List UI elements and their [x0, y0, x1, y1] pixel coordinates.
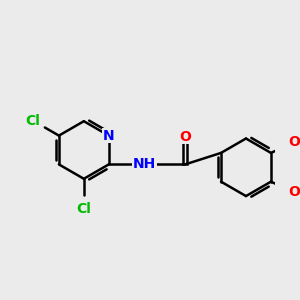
Text: O: O — [179, 130, 191, 144]
Text: N: N — [103, 129, 115, 142]
Text: O: O — [288, 136, 300, 149]
Text: NH: NH — [133, 158, 156, 171]
Text: Cl: Cl — [76, 202, 91, 216]
Text: Cl: Cl — [26, 114, 40, 128]
Text: O: O — [288, 185, 300, 199]
